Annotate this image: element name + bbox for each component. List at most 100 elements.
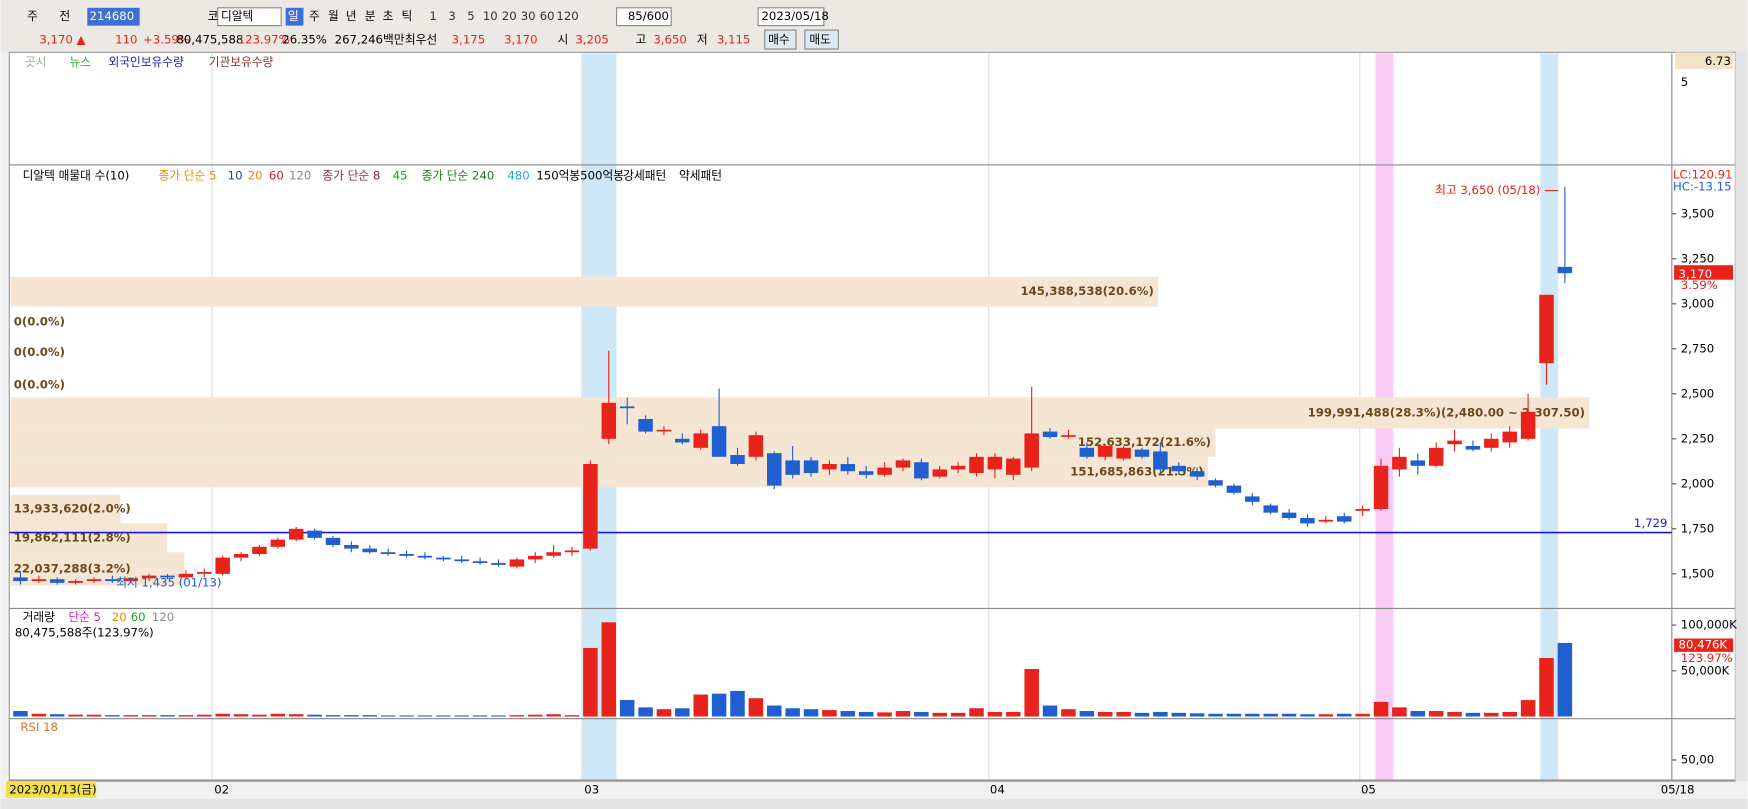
volume-bar <box>1447 711 1462 717</box>
volume-bar <box>601 622 617 717</box>
y-tick-label: 3,500 <box>1681 206 1714 220</box>
volume-bar <box>969 708 984 717</box>
volume-bar <box>436 715 451 717</box>
y-tick-label: 50,00 <box>1681 752 1714 766</box>
sell-button[interactable] <box>804 29 839 50</box>
volume-bar <box>987 711 1003 717</box>
volume-bar <box>748 698 764 717</box>
candle-body <box>840 464 856 472</box>
candle-body <box>1557 266 1573 274</box>
candle-body <box>86 579 102 582</box>
volume-bar <box>49 714 65 717</box>
quote-item: 시 <box>558 33 569 47</box>
candle-body <box>564 550 580 553</box>
candle-body <box>1300 518 1315 524</box>
volume-profile-band <box>10 494 121 524</box>
toolbar-item: 초 <box>383 9 394 23</box>
date-input[interactable] <box>757 7 825 27</box>
x-tick-label: 05/18 <box>1661 783 1695 797</box>
x-tick-label: 2023/01/13(금) <box>9 783 96 797</box>
quote-item: 저 <box>697 33 708 47</box>
candle-body <box>822 464 837 470</box>
legend-item: 곳시 <box>25 55 47 69</box>
legend-item: 480 <box>507 169 529 183</box>
volume-box <box>1674 638 1734 652</box>
code-input[interactable] <box>87 7 140 26</box>
volume-bar <box>491 715 506 717</box>
profile-label: 22,037,288(3.2%) <box>14 561 131 575</box>
volume-bar <box>325 715 341 717</box>
toolbar-item: 주 <box>309 9 320 23</box>
toolbar-item: 3 <box>448 9 455 23</box>
panel-separators <box>9 53 1736 781</box>
profile-label: 151,685,863(21.5%) <box>1070 465 1203 479</box>
candle-body <box>362 548 378 553</box>
candle-body <box>950 465 966 470</box>
candle-body <box>288 528 304 540</box>
toolbar-item: 10 <box>483 9 498 23</box>
volume-bar <box>1263 713 1278 717</box>
volume-bar <box>380 715 396 717</box>
candle-body <box>969 456 984 474</box>
legend-item: 약세패턴 <box>679 169 722 183</box>
name-input[interactable] <box>217 7 282 27</box>
candle-body <box>1245 496 1260 502</box>
chart-layer: 주 전 214680 코 디알텍 일 주 월 년 분 초 틱 1 3 5 10 20 30 60 120 85/600 2… <box>9 9 1737 796</box>
volume-bar <box>399 715 414 717</box>
volume-bar <box>656 709 672 717</box>
candle-body <box>1006 458 1021 475</box>
candle-body <box>601 402 617 439</box>
volume-bar <box>472 715 488 717</box>
legend-item: 60 <box>131 610 146 624</box>
volume-bar <box>141 715 157 717</box>
toolbar-item: 60 <box>540 9 555 23</box>
period-active[interactable] <box>285 7 304 26</box>
volume-profile-band <box>10 276 1159 307</box>
volume-bar <box>932 712 947 717</box>
candle-body <box>1116 447 1131 459</box>
candle-body <box>344 545 359 549</box>
candle-body <box>730 455 745 465</box>
quote-item: 80,475,588 <box>176 33 243 47</box>
scrollbar[interactable] <box>1735 52 1748 782</box>
volume-bar <box>895 711 911 717</box>
volume-bar <box>546 714 561 717</box>
volume-bar <box>1061 709 1076 717</box>
toolbar-item: 214680 <box>90 9 135 23</box>
legend-item: 45 <box>393 169 408 183</box>
value-box <box>1675 52 1734 70</box>
y-tick-label: 2,500 <box>1681 386 1714 400</box>
candle-body <box>233 554 249 558</box>
candle-body <box>1263 505 1278 513</box>
quote-item: 매도 <box>809 33 831 47</box>
count-input[interactable] <box>616 7 672 27</box>
candle-body <box>1520 411 1536 439</box>
volume-bar <box>288 714 304 717</box>
volume-bar <box>675 708 690 717</box>
candle-body <box>1189 471 1205 477</box>
candle-body <box>877 467 892 475</box>
candle-body <box>1484 438 1499 448</box>
volume-bar <box>1171 712 1187 717</box>
candle-body <box>1134 449 1150 457</box>
quote-item: 110 <box>115 33 137 47</box>
candle-body <box>1079 447 1095 457</box>
volume-bar <box>877 712 892 717</box>
profile-label: 152,633,172(21.6%) <box>1078 435 1211 449</box>
buy-button[interactable] <box>764 29 797 50</box>
candle-body <box>858 471 874 475</box>
hc-label: HC:-13.15 <box>1673 180 1732 194</box>
candle-body <box>1539 294 1554 364</box>
legend-item: 10 <box>228 169 243 183</box>
volume-bar <box>1281 713 1297 717</box>
toolbar-item: 120 <box>556 9 578 23</box>
h-scrollbar[interactable] <box>0 798 1748 809</box>
volume-bar <box>528 714 543 717</box>
volume-bar <box>1428 711 1444 717</box>
candle-body <box>638 419 653 432</box>
y-tick-label: 2,750 <box>1681 341 1714 355</box>
toolbar-item: 월 <box>328 9 339 23</box>
candle-body <box>803 460 819 474</box>
volume-summary: 80,475,588주(123.97%) <box>15 625 154 639</box>
candle-body <box>1281 512 1297 519</box>
